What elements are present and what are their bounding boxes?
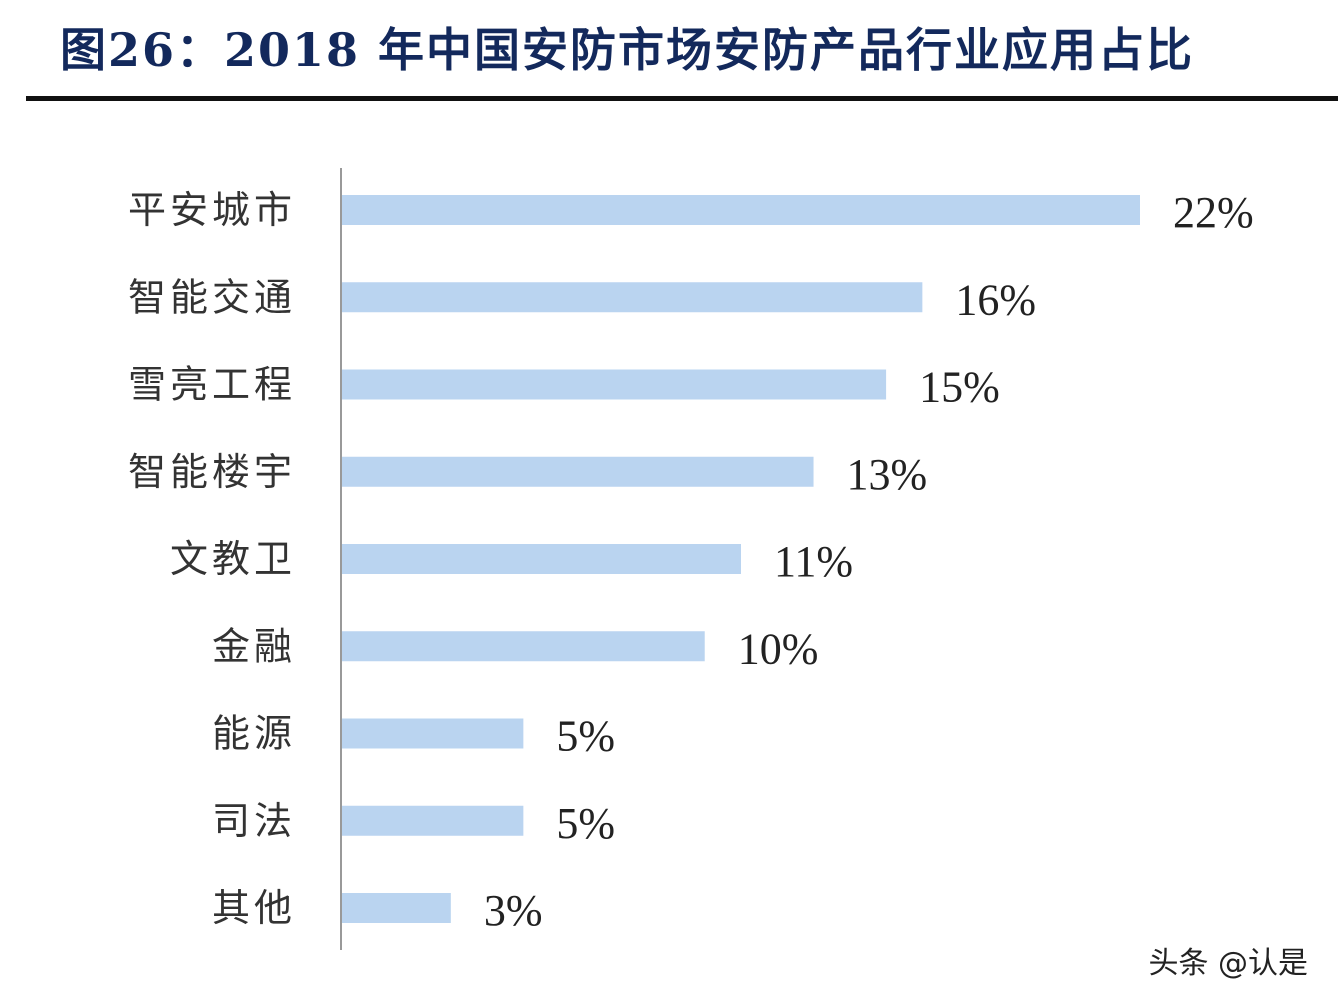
bar <box>342 456 814 487</box>
data-label: 5% <box>556 799 615 848</box>
category-label: 司法 <box>212 799 296 843</box>
category-label: 文教卫 <box>170 537 296 581</box>
bar <box>342 718 524 749</box>
category-label: 其他 <box>212 886 296 930</box>
bar <box>342 544 741 574</box>
bar <box>342 805 524 836</box>
watermark: 头条 @认是 <box>1148 946 1308 981</box>
data-label: 13% <box>847 450 928 499</box>
data-label: 11% <box>774 537 853 586</box>
bar <box>342 282 923 313</box>
data-label: 10% <box>738 624 819 673</box>
category-label: 平安城市 <box>128 188 296 232</box>
data-label: 22% <box>1173 188 1254 237</box>
category-label: 能源 <box>212 712 296 756</box>
title-divider <box>26 96 1338 101</box>
category-label: 智能楼宇 <box>128 450 296 494</box>
bar <box>342 195 1140 225</box>
bar <box>342 369 887 400</box>
category-label: 智能交通 <box>128 275 296 319</box>
bar <box>342 893 451 923</box>
category-label: 金融 <box>212 624 296 668</box>
bar <box>342 631 705 662</box>
data-label: 3% <box>484 886 543 935</box>
chart-title: 图26：2018 年中国安防市场安防产品行业应用占比 <box>60 23 1195 77</box>
category-label: 雪亮工程 <box>128 363 296 407</box>
data-label: 15% <box>919 363 1000 412</box>
data-label: 5% <box>556 712 615 761</box>
data-label: 16% <box>955 275 1036 324</box>
